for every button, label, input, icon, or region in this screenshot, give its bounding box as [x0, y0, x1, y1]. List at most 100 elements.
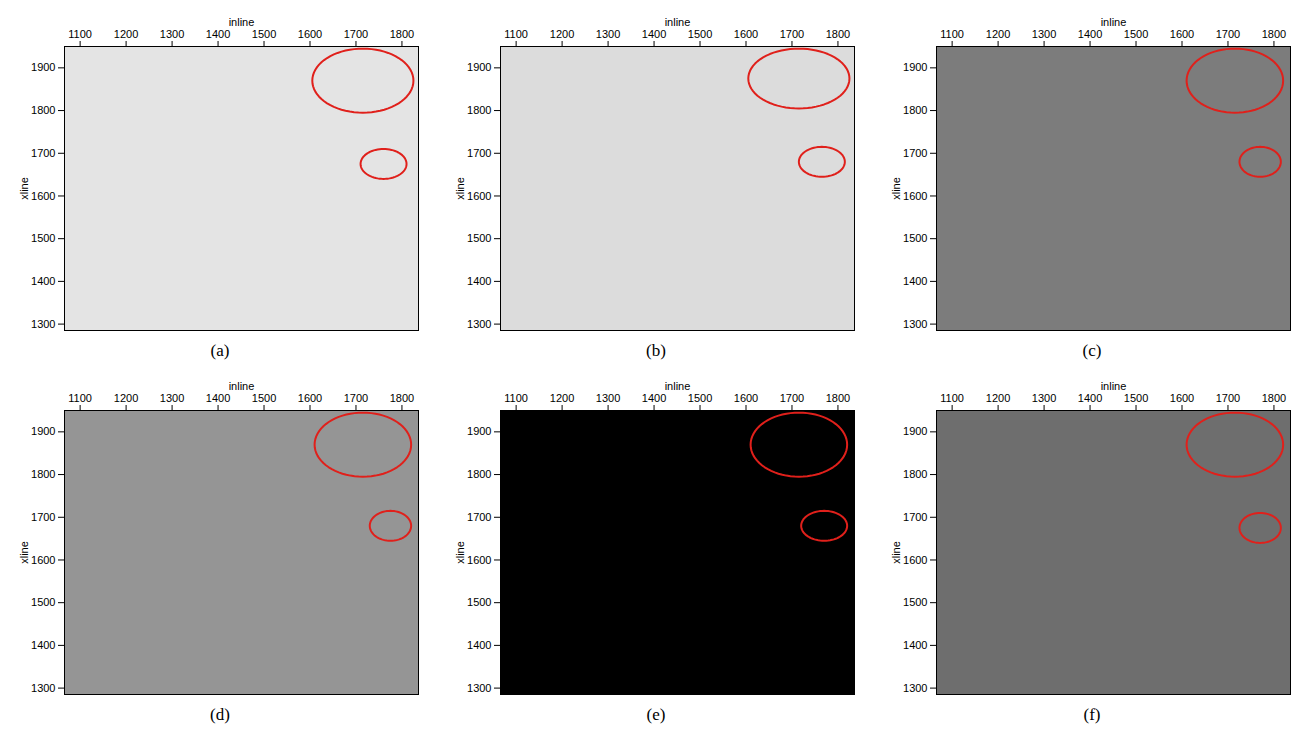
svg-text:1500: 1500	[688, 392, 712, 404]
svg-text:1400: 1400	[206, 392, 230, 404]
svg-text:1500: 1500	[31, 232, 55, 244]
svg-text:1500: 1500	[688, 28, 712, 40]
svg-text:1800: 1800	[390, 28, 414, 40]
svg-text:1400: 1400	[467, 639, 491, 651]
svg-text:1400: 1400	[31, 639, 55, 651]
svg-text:1300: 1300	[1032, 392, 1056, 404]
svg-text:1600: 1600	[467, 189, 491, 201]
svg-text:1300: 1300	[1032, 28, 1056, 40]
svg-text:1700: 1700	[1216, 28, 1240, 40]
svg-text:xline: xline	[454, 177, 466, 200]
svg-text:1700: 1700	[31, 511, 55, 523]
svg-text:1900: 1900	[903, 61, 927, 73]
svg-text:1200: 1200	[986, 28, 1010, 40]
svg-text:1100: 1100	[504, 28, 528, 40]
svg-text:1400: 1400	[467, 275, 491, 287]
svg-text:1700: 1700	[780, 28, 804, 40]
svg-text:xline: xline	[454, 541, 466, 564]
svg-text:1800: 1800	[903, 468, 927, 480]
svg-text:1200: 1200	[986, 392, 1010, 404]
svg-text:1600: 1600	[31, 553, 55, 565]
svg-text:1700: 1700	[1216, 392, 1240, 404]
svg-text:1400: 1400	[1078, 392, 1102, 404]
svg-text:1700: 1700	[31, 147, 55, 159]
svg-text:1400: 1400	[903, 639, 927, 651]
svg-text:1100: 1100	[504, 392, 528, 404]
svg-text:1300: 1300	[31, 318, 55, 330]
svg-text:1500: 1500	[467, 232, 491, 244]
svg-text:1300: 1300	[467, 318, 491, 330]
svg-text:1300: 1300	[596, 28, 620, 40]
svg-text:1300: 1300	[903, 318, 927, 330]
svg-text:inline: inline	[229, 380, 255, 392]
svg-text:1400: 1400	[206, 28, 230, 40]
svg-text:1800: 1800	[467, 468, 491, 480]
svg-text:1800: 1800	[1262, 28, 1286, 40]
svg-text:1900: 1900	[31, 61, 55, 73]
svg-text:inline: inline	[1101, 380, 1127, 392]
svg-text:1500: 1500	[1124, 28, 1148, 40]
svg-text:1900: 1900	[467, 61, 491, 73]
svg-text:1400: 1400	[642, 392, 666, 404]
svg-text:1300: 1300	[160, 28, 184, 40]
svg-text:1900: 1900	[31, 425, 55, 437]
svg-text:1600: 1600	[298, 392, 322, 404]
svg-text:1800: 1800	[903, 104, 927, 116]
svg-text:1300: 1300	[31, 682, 55, 694]
svg-text:xline: xline	[890, 177, 902, 200]
svg-text:1300: 1300	[903, 682, 927, 694]
svg-text:1100: 1100	[940, 392, 964, 404]
svg-text:1500: 1500	[903, 232, 927, 244]
svg-text:1700: 1700	[467, 511, 491, 523]
svg-text:1300: 1300	[596, 392, 620, 404]
svg-text:inline: inline	[665, 16, 691, 28]
svg-text:1800: 1800	[467, 104, 491, 116]
svg-text:1400: 1400	[903, 275, 927, 287]
svg-text:1600: 1600	[734, 28, 758, 40]
svg-text:1700: 1700	[344, 28, 368, 40]
svg-text:1700: 1700	[344, 392, 368, 404]
svg-text:xline: xline	[890, 541, 902, 564]
svg-text:1200: 1200	[114, 28, 138, 40]
svg-text:1200: 1200	[114, 392, 138, 404]
svg-text:1400: 1400	[1078, 28, 1102, 40]
svg-text:1400: 1400	[31, 275, 55, 287]
svg-text:xline: xline	[18, 177, 30, 200]
svg-text:1600: 1600	[903, 189, 927, 201]
svg-text:1600: 1600	[1170, 392, 1194, 404]
svg-text:1800: 1800	[390, 392, 414, 404]
svg-text:inline: inline	[665, 380, 691, 392]
svg-text:1900: 1900	[903, 425, 927, 437]
svg-text:1500: 1500	[903, 596, 927, 608]
svg-text:1700: 1700	[903, 511, 927, 523]
svg-text:1900: 1900	[467, 425, 491, 437]
svg-text:inline: inline	[229, 16, 255, 28]
svg-text:1400: 1400	[642, 28, 666, 40]
svg-text:1500: 1500	[31, 596, 55, 608]
svg-text:1100: 1100	[940, 28, 964, 40]
svg-text:xline: xline	[18, 541, 30, 564]
svg-text:1600: 1600	[734, 392, 758, 404]
svg-text:1500: 1500	[1124, 392, 1148, 404]
svg-text:1600: 1600	[467, 553, 491, 565]
svg-text:1700: 1700	[903, 147, 927, 159]
svg-text:1100: 1100	[68, 392, 92, 404]
svg-text:1600: 1600	[31, 189, 55, 201]
svg-text:1800: 1800	[31, 104, 55, 116]
svg-text:1600: 1600	[1170, 28, 1194, 40]
svg-text:1200: 1200	[550, 28, 574, 40]
svg-text:1300: 1300	[160, 392, 184, 404]
svg-text:1800: 1800	[826, 392, 850, 404]
svg-text:1800: 1800	[31, 468, 55, 480]
svg-text:1600: 1600	[903, 553, 927, 565]
svg-text:1700: 1700	[780, 392, 804, 404]
svg-text:1500: 1500	[252, 28, 276, 40]
svg-text:1100: 1100	[68, 28, 92, 40]
svg-text:1600: 1600	[298, 28, 322, 40]
svg-text:inline: inline	[1101, 16, 1127, 28]
svg-text:1700: 1700	[467, 147, 491, 159]
svg-text:1800: 1800	[826, 28, 850, 40]
svg-text:1300: 1300	[467, 682, 491, 694]
svg-text:1200: 1200	[550, 392, 574, 404]
svg-text:1500: 1500	[467, 596, 491, 608]
